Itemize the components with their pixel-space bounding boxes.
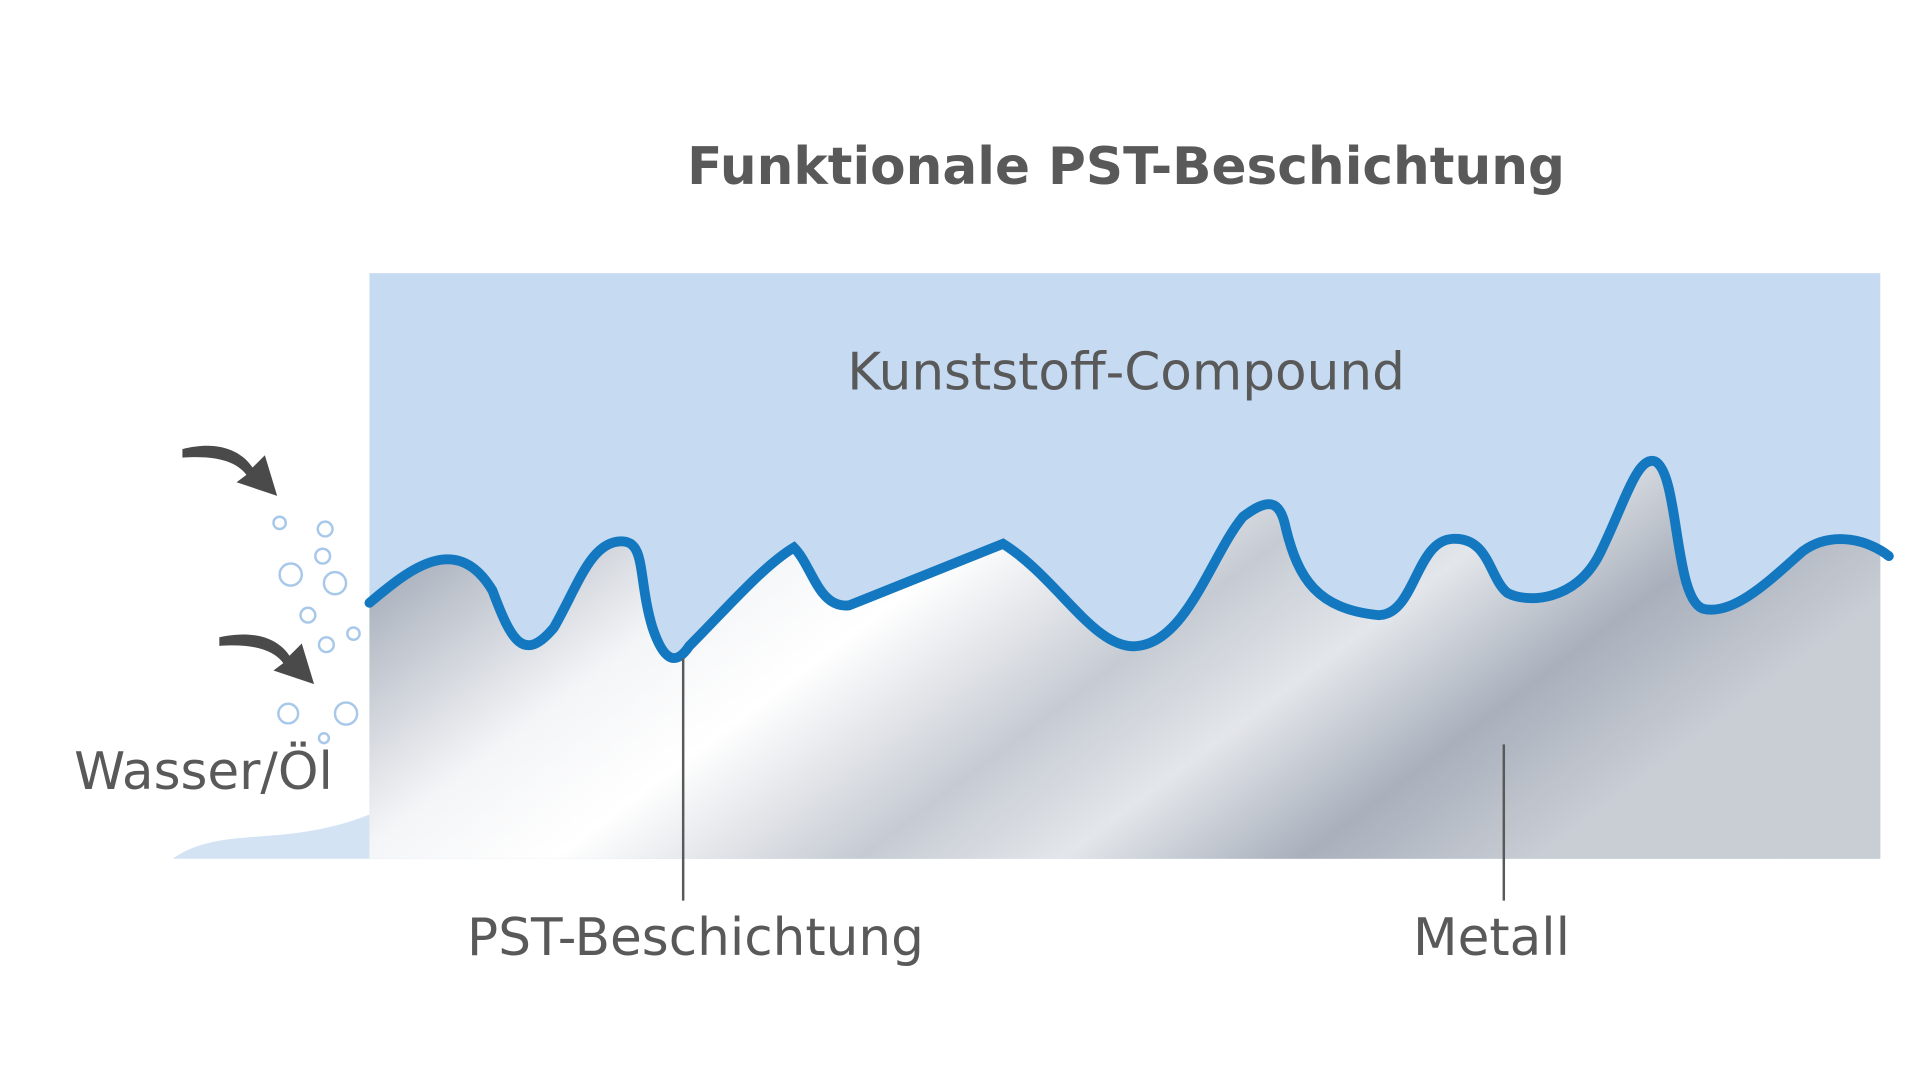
arrows <box>182 445 315 685</box>
title: Funktionale PST-Beschichtung <box>687 137 1565 197</box>
water-puddle <box>172 814 370 859</box>
compound-label: Kunststoff-Compound <box>847 342 1405 402</box>
metal-label: Metall <box>1413 908 1570 968</box>
droplets <box>272 515 361 745</box>
water-oil-label: Wasser/Öl <box>74 741 333 802</box>
coating-label: PST-Beschichtung <box>467 908 924 968</box>
coating-line <box>364 456 1894 663</box>
